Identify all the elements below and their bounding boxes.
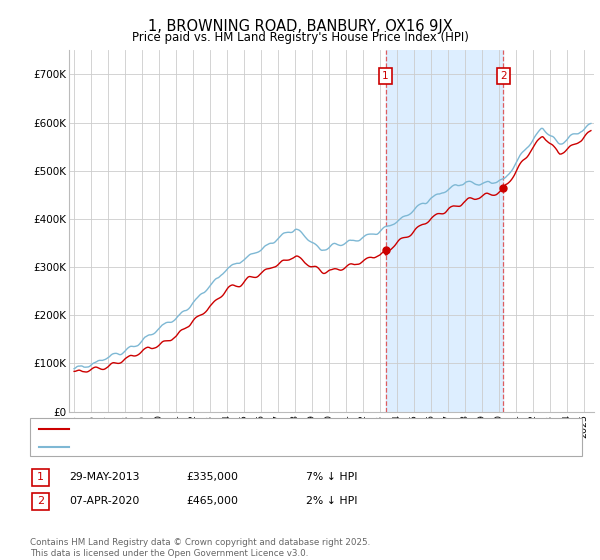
Text: 29-MAY-2013: 29-MAY-2013 (69, 472, 139, 482)
Text: 07-APR-2020: 07-APR-2020 (69, 496, 139, 506)
Text: 1: 1 (37, 472, 44, 482)
Bar (386, 50, 503, 412)
Text: 2: 2 (500, 71, 506, 81)
Text: Price paid vs. HM Land Registry's House Price Index (HPI): Price paid vs. HM Land Registry's House … (131, 31, 469, 44)
Text: 1, BROWNING ROAD, BANBURY, OX16 9JX: 1, BROWNING ROAD, BANBURY, OX16 9JX (148, 19, 452, 34)
Text: 1, BROWNING ROAD, BANBURY, OX16 9JX (detached house): 1, BROWNING ROAD, BANBURY, OX16 9JX (det… (75, 424, 374, 434)
Text: 2: 2 (37, 496, 44, 506)
Text: Contains HM Land Registry data © Crown copyright and database right 2025.
This d: Contains HM Land Registry data © Crown c… (30, 538, 370, 558)
Text: HPI: Average price, detached house, Cherwell: HPI: Average price, detached house, Cher… (75, 442, 303, 452)
Text: 2% ↓ HPI: 2% ↓ HPI (306, 496, 358, 506)
Text: £465,000: £465,000 (186, 496, 238, 506)
Text: £335,000: £335,000 (186, 472, 238, 482)
Text: 1: 1 (382, 71, 389, 81)
Text: 7% ↓ HPI: 7% ↓ HPI (306, 472, 358, 482)
